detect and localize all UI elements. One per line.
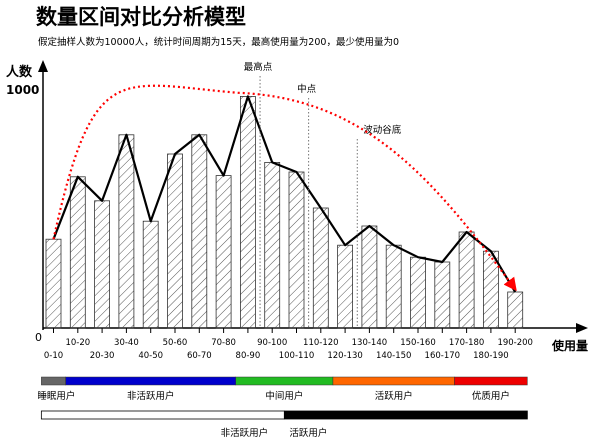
bar-50-60 bbox=[167, 153, 183, 329]
x-tick-label: 50-60 bbox=[163, 338, 188, 348]
segment-label: 优质用户 bbox=[472, 390, 510, 402]
bar-190-200 bbox=[507, 291, 524, 329]
x-tick-label: 20-30 bbox=[90, 351, 115, 361]
x-tick-label: 130-140 bbox=[352, 338, 388, 348]
segment-bar: 睡眠用户 非活跃用户 中间用户 活跃用户 优质用户 bbox=[37, 376, 528, 402]
x-axis-label: 使用量 bbox=[551, 338, 588, 353]
group-label: 活跃用户 bbox=[289, 427, 327, 439]
segment-非活跃用户 bbox=[65, 376, 237, 386]
segment-label: 中间用户 bbox=[265, 390, 303, 402]
y-axis-arrow bbox=[38, 60, 48, 72]
segment-label: 非活跃用户 bbox=[127, 390, 175, 402]
bar-100-110 bbox=[288, 171, 305, 329]
trend-curve bbox=[52, 84, 517, 292]
bar-0-10 bbox=[45, 238, 62, 329]
x-tick-label: 170-180 bbox=[449, 338, 485, 348]
bar-140-150 bbox=[385, 244, 402, 329]
group-非活跃用户 bbox=[40, 410, 285, 420]
segment-label: 活跃用户 bbox=[375, 390, 413, 402]
x-tick-label: 100-110 bbox=[279, 351, 315, 361]
x-tick-label: 40-50 bbox=[138, 351, 163, 361]
bars bbox=[45, 95, 524, 329]
x-tick-label: 190-200 bbox=[497, 338, 533, 348]
annotation-label: 中点 bbox=[297, 83, 317, 95]
chart-title: 数量区间对比分析模型 bbox=[36, 5, 246, 29]
x-tick-label: 90-100 bbox=[257, 338, 287, 348]
group-label: 非活跃用户 bbox=[221, 427, 269, 439]
x-tick-label: 80-90 bbox=[236, 351, 261, 361]
bar-150-160 bbox=[410, 256, 426, 329]
bar-90-100 bbox=[264, 161, 281, 329]
x-tick-label: 110-120 bbox=[303, 338, 339, 348]
bar-120-130 bbox=[337, 244, 354, 329]
x-tick-label: 160-170 bbox=[425, 351, 461, 361]
x-tick-label: 0-10 bbox=[44, 351, 63, 361]
bar-30-40 bbox=[118, 134, 135, 329]
y-tick-label: 1000 bbox=[6, 83, 39, 97]
x-tick-label: 70-80 bbox=[211, 338, 236, 348]
annotation-label: 波动谷底 bbox=[363, 124, 402, 136]
x-axis-arrow bbox=[576, 323, 588, 333]
value-line bbox=[52, 95, 517, 293]
bar-130-140 bbox=[361, 225, 378, 329]
bar-160-170 bbox=[434, 261, 451, 329]
chart-subtitle: 假定抽样人数为10000人，统计时间周期为15天，最高使用量为200，最少使用量… bbox=[38, 36, 399, 48]
segment-label: 睡眠用户 bbox=[37, 390, 75, 402]
bar-80-90 bbox=[239, 96, 256, 329]
trend-layer bbox=[52, 84, 517, 292]
segment-睡眠用户 bbox=[41, 376, 66, 386]
bar-170-180 bbox=[458, 231, 475, 329]
bar-60-70 bbox=[191, 134, 208, 329]
group-活跃用户 bbox=[283, 410, 528, 420]
y-axis-label: 人数 bbox=[6, 64, 33, 80]
bar-10-20 bbox=[69, 176, 86, 329]
bar-70-80 bbox=[215, 175, 232, 329]
bar-20-30 bbox=[94, 200, 110, 329]
x-tick-label: 120-130 bbox=[327, 351, 363, 361]
x-tick-label: 10-20 bbox=[65, 338, 90, 348]
annotation-label: 最高点 bbox=[244, 61, 273, 73]
x-tick-label: 30-40 bbox=[114, 338, 139, 348]
bar-110-120 bbox=[312, 207, 329, 329]
segment-活跃用户 bbox=[332, 376, 455, 386]
x-tick-label: 180-190 bbox=[473, 351, 509, 361]
origin-label: 0 bbox=[35, 331, 42, 344]
x-tick-label: 60-70 bbox=[187, 351, 212, 361]
segment-中间用户 bbox=[235, 376, 334, 386]
segment-优质用户 bbox=[454, 376, 528, 386]
x-tick-label: 140-150 bbox=[376, 351, 412, 361]
bar-40-50 bbox=[142, 220, 159, 329]
x-tick-label: 150-160 bbox=[400, 338, 436, 348]
group-bar: 非活跃用户 活跃用户 bbox=[40, 410, 528, 439]
